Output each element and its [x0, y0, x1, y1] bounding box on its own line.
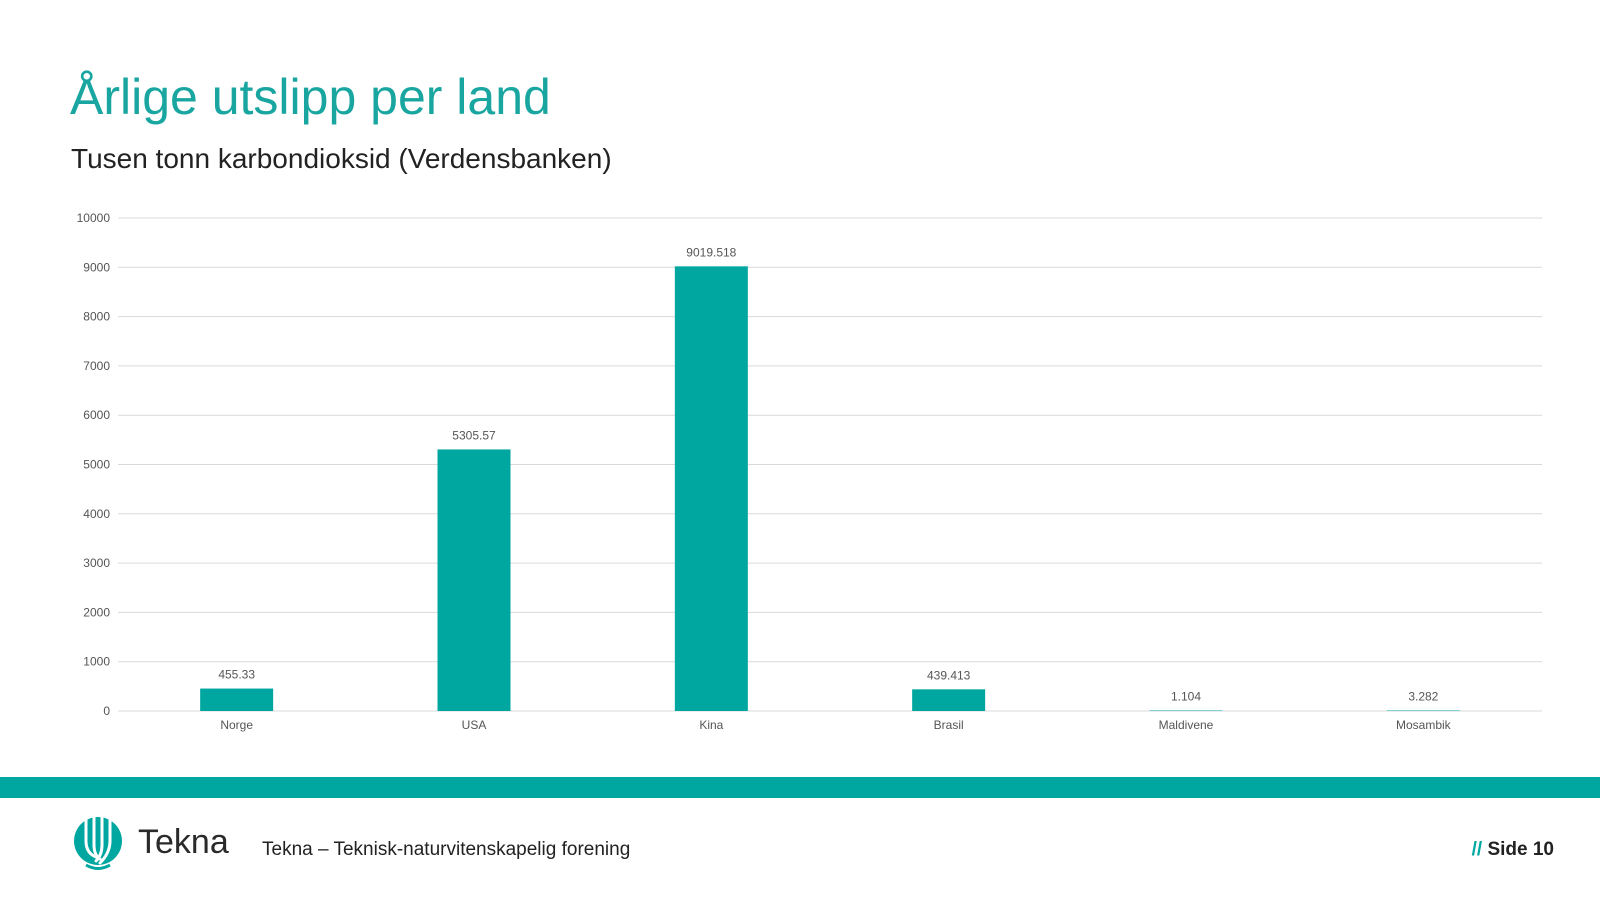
data-label: 439.413	[927, 668, 971, 682]
y-tick-label: 5000	[83, 458, 110, 472]
y-tick-label: 7000	[83, 359, 110, 373]
y-tick-label: 6000	[83, 408, 110, 422]
bar-maldivene	[1149, 710, 1223, 711]
page-prefix: //	[1471, 839, 1483, 860]
page-number: // Side 10	[1472, 839, 1554, 861]
slide-title: Årlige utslipp per land	[70, 69, 551, 125]
y-tick-label: 1000	[83, 655, 110, 669]
x-tick-label: Maldivene	[1159, 718, 1214, 732]
bar-norge	[200, 688, 274, 711]
y-tick-label: 3000	[83, 556, 110, 570]
logo-wordmark: Tekna	[138, 823, 229, 861]
x-tick-label: USA	[462, 718, 487, 732]
tekna-logo-icon	[74, 815, 122, 870]
bar-brasil	[912, 689, 986, 711]
data-label: 455.33	[218, 668, 255, 682]
page-label: Side 10	[1487, 839, 1554, 860]
x-tick-label: Brasil	[934, 718, 964, 732]
y-tick-label: 4000	[83, 507, 110, 521]
y-tick-label: 2000	[83, 605, 110, 619]
y-tick-label: 9000	[83, 260, 110, 274]
x-tick-label: Kina	[699, 718, 723, 732]
bar-mosambik	[1386, 710, 1460, 711]
x-tick-label: Norge	[220, 718, 253, 732]
footer-accent-band	[0, 777, 1600, 798]
data-label: 9019.518	[686, 245, 736, 259]
y-tick-label: 8000	[83, 310, 110, 324]
y-tick-label: 10000	[77, 211, 111, 225]
data-label: 5305.57	[452, 428, 496, 442]
y-tick-label: 0	[103, 704, 110, 718]
footer-organization: Tekna – Teknisk-naturvitenskapelig foren…	[262, 839, 631, 860]
data-label: 1.104	[1171, 690, 1201, 704]
bar-kina	[674, 266, 748, 711]
x-tick-label: Mosambik	[1396, 718, 1452, 732]
bar-chart: 0 1000 2000 3000 4000 5000 6000 7000 8000 9000 100…	[77, 211, 1542, 732]
data-label: 3.282	[1408, 690, 1438, 704]
slide-subtitle: Tusen tonn karbondioksid (Verdensbanken)	[71, 143, 612, 174]
bar-usa	[437, 449, 511, 711]
